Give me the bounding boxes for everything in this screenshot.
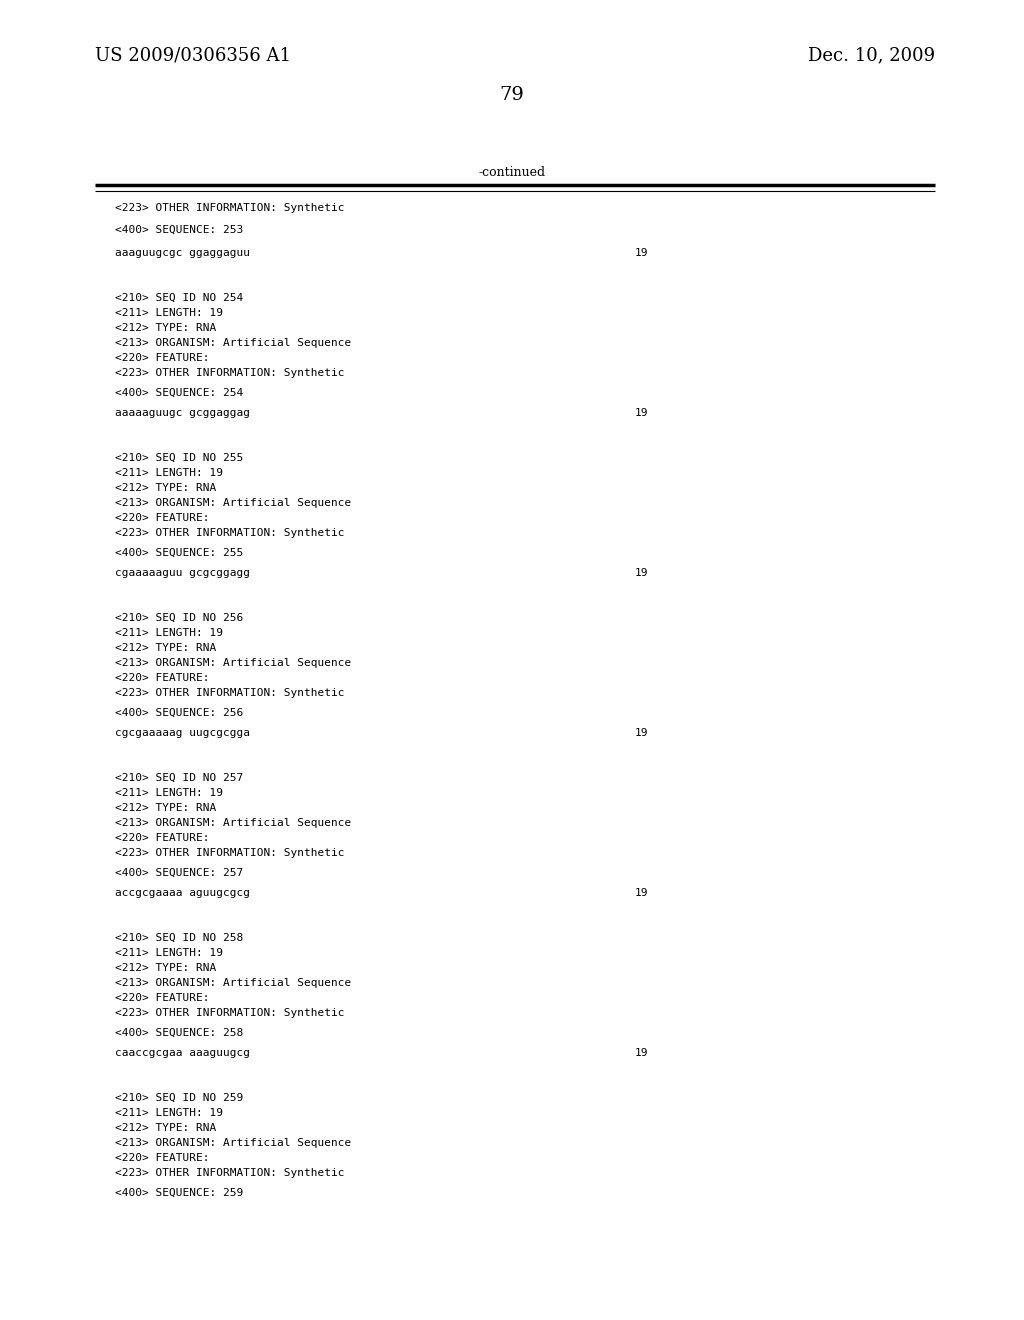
- Text: 79: 79: [500, 86, 524, 104]
- Text: <210> SEQ ID NO 258: <210> SEQ ID NO 258: [115, 933, 244, 942]
- Text: <213> ORGANISM: Artificial Sequence: <213> ORGANISM: Artificial Sequence: [115, 498, 351, 508]
- Text: <220> FEATURE:: <220> FEATURE:: [115, 513, 210, 523]
- Text: 19: 19: [635, 888, 648, 898]
- Text: <223> OTHER INFORMATION: Synthetic: <223> OTHER INFORMATION: Synthetic: [115, 203, 344, 213]
- Text: 19: 19: [635, 248, 648, 257]
- Text: cgcgaaaaag uugcgcgga: cgcgaaaaag uugcgcgga: [115, 729, 250, 738]
- Text: <212> TYPE: RNA: <212> TYPE: RNA: [115, 1123, 216, 1133]
- Text: <212> TYPE: RNA: <212> TYPE: RNA: [115, 643, 216, 653]
- Text: <400> SEQUENCE: 253: <400> SEQUENCE: 253: [115, 224, 244, 235]
- Text: <223> OTHER INFORMATION: Synthetic: <223> OTHER INFORMATION: Synthetic: [115, 1008, 344, 1018]
- Text: caaccgcgaa aaaguugcg: caaccgcgaa aaaguugcg: [115, 1048, 250, 1059]
- Text: <210> SEQ ID NO 254: <210> SEQ ID NO 254: [115, 293, 244, 304]
- Text: <213> ORGANISM: Artificial Sequence: <213> ORGANISM: Artificial Sequence: [115, 1138, 351, 1148]
- Text: <220> FEATURE:: <220> FEATURE:: [115, 833, 210, 843]
- Text: <400> SEQUENCE: 258: <400> SEQUENCE: 258: [115, 1028, 244, 1038]
- Text: <213> ORGANISM: Artificial Sequence: <213> ORGANISM: Artificial Sequence: [115, 657, 351, 668]
- Text: <213> ORGANISM: Artificial Sequence: <213> ORGANISM: Artificial Sequence: [115, 818, 351, 828]
- Text: US 2009/0306356 A1: US 2009/0306356 A1: [95, 46, 291, 63]
- Text: <223> OTHER INFORMATION: Synthetic: <223> OTHER INFORMATION: Synthetic: [115, 847, 344, 858]
- Text: <220> FEATURE:: <220> FEATURE:: [115, 1152, 210, 1163]
- Text: 19: 19: [635, 1048, 648, 1059]
- Text: <400> SEQUENCE: 257: <400> SEQUENCE: 257: [115, 869, 244, 878]
- Text: <210> SEQ ID NO 257: <210> SEQ ID NO 257: [115, 774, 244, 783]
- Text: <211> LENGTH: 19: <211> LENGTH: 19: [115, 948, 223, 958]
- Text: <211> LENGTH: 19: <211> LENGTH: 19: [115, 308, 223, 318]
- Text: <212> TYPE: RNA: <212> TYPE: RNA: [115, 323, 216, 333]
- Text: <400> SEQUENCE: 259: <400> SEQUENCE: 259: [115, 1188, 244, 1199]
- Text: <212> TYPE: RNA: <212> TYPE: RNA: [115, 803, 216, 813]
- Text: <212> TYPE: RNA: <212> TYPE: RNA: [115, 964, 216, 973]
- Text: Dec. 10, 2009: Dec. 10, 2009: [808, 46, 935, 63]
- Text: <211> LENGTH: 19: <211> LENGTH: 19: [115, 469, 223, 478]
- Text: <400> SEQUENCE: 256: <400> SEQUENCE: 256: [115, 708, 244, 718]
- Text: accgcgaaaa aguugcgcg: accgcgaaaa aguugcgcg: [115, 888, 250, 898]
- Text: <210> SEQ ID NO 259: <210> SEQ ID NO 259: [115, 1093, 244, 1104]
- Text: -continued: -continued: [478, 165, 546, 178]
- Text: <210> SEQ ID NO 256: <210> SEQ ID NO 256: [115, 612, 244, 623]
- Text: 19: 19: [635, 408, 648, 418]
- Text: <220> FEATURE:: <220> FEATURE:: [115, 352, 210, 363]
- Text: <212> TYPE: RNA: <212> TYPE: RNA: [115, 483, 216, 492]
- Text: 19: 19: [635, 729, 648, 738]
- Text: 19: 19: [635, 568, 648, 578]
- Text: aaaguugcgc ggaggaguu: aaaguugcgc ggaggaguu: [115, 248, 250, 257]
- Text: <211> LENGTH: 19: <211> LENGTH: 19: [115, 788, 223, 799]
- Text: <223> OTHER INFORMATION: Synthetic: <223> OTHER INFORMATION: Synthetic: [115, 688, 344, 698]
- Text: <223> OTHER INFORMATION: Synthetic: <223> OTHER INFORMATION: Synthetic: [115, 1168, 344, 1177]
- Text: <223> OTHER INFORMATION: Synthetic: <223> OTHER INFORMATION: Synthetic: [115, 368, 344, 378]
- Text: <220> FEATURE:: <220> FEATURE:: [115, 673, 210, 682]
- Text: <220> FEATURE:: <220> FEATURE:: [115, 993, 210, 1003]
- Text: <211> LENGTH: 19: <211> LENGTH: 19: [115, 628, 223, 638]
- Text: <213> ORGANISM: Artificial Sequence: <213> ORGANISM: Artificial Sequence: [115, 978, 351, 987]
- Text: <223> OTHER INFORMATION: Synthetic: <223> OTHER INFORMATION: Synthetic: [115, 528, 344, 539]
- Text: <210> SEQ ID NO 255: <210> SEQ ID NO 255: [115, 453, 244, 463]
- Text: <400> SEQUENCE: 255: <400> SEQUENCE: 255: [115, 548, 244, 558]
- Text: aaaaaguugc gcggaggag: aaaaaguugc gcggaggag: [115, 408, 250, 418]
- Text: <213> ORGANISM: Artificial Sequence: <213> ORGANISM: Artificial Sequence: [115, 338, 351, 348]
- Text: <211> LENGTH: 19: <211> LENGTH: 19: [115, 1107, 223, 1118]
- Text: <400> SEQUENCE: 254: <400> SEQUENCE: 254: [115, 388, 244, 399]
- Text: cgaaaaaguu gcgcggagg: cgaaaaaguu gcgcggagg: [115, 568, 250, 578]
